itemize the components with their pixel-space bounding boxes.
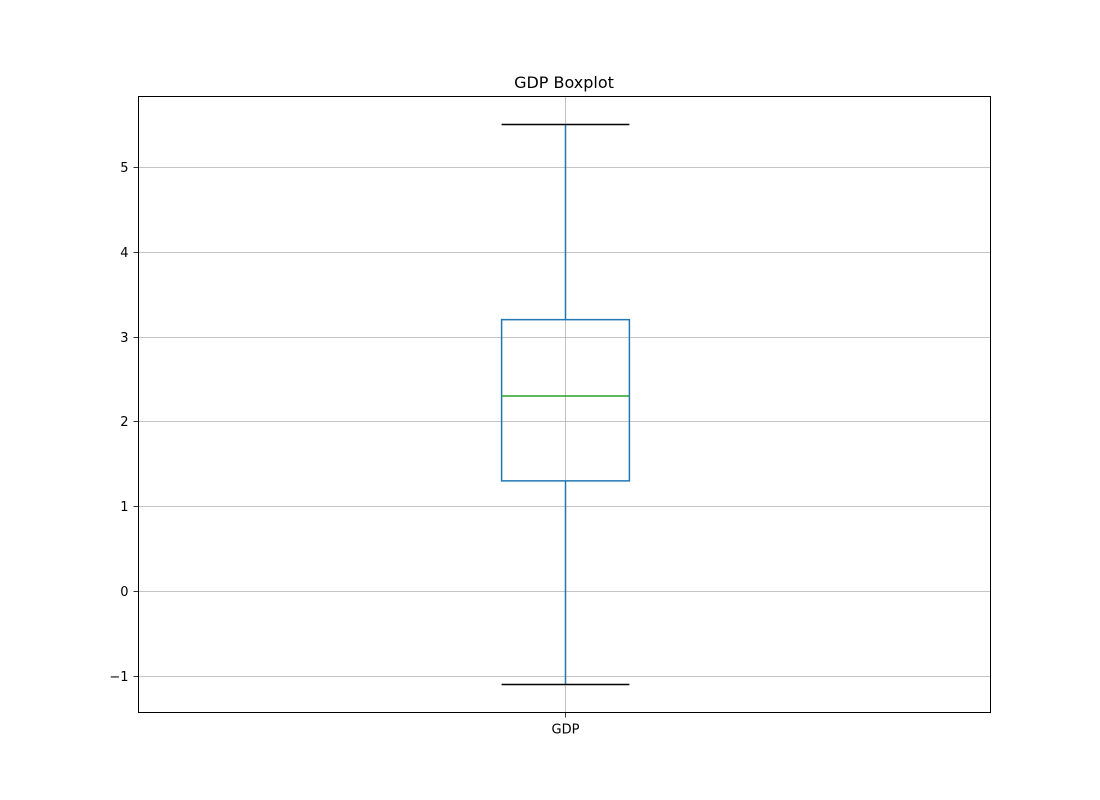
grid-layer: [138, 96, 991, 713]
plot-frame: [138, 96, 991, 713]
chart-title: GDP Boxplot: [514, 73, 614, 92]
y-tick-label: 5: [120, 161, 128, 176]
y-tick-label: 3: [120, 331, 128, 346]
y-tick-label: 4: [120, 246, 128, 261]
iqr-box: [500, 318, 631, 482]
y-tick-label: 0: [120, 585, 128, 600]
y-tick-label: 1: [120, 500, 128, 515]
ticks-layer: −1 0 1 2 3 4 5 GDP: [109, 161, 579, 738]
y-tick-label: 2: [120, 415, 128, 430]
marks-layer: [500, 123, 631, 686]
x-tick-label: GDP: [552, 723, 580, 738]
y-tick-label: −1: [109, 670, 128, 685]
